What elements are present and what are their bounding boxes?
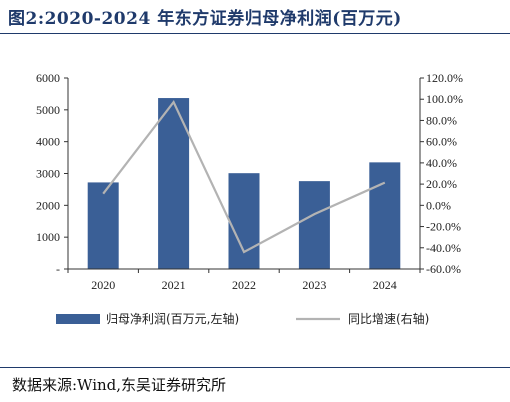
left-tick-label: 4000 (36, 135, 60, 149)
right-tick-label: 60.0% (426, 135, 457, 149)
x-tick-label: 2021 (162, 278, 186, 292)
left-tick-label: 5000 (36, 103, 60, 117)
left-tick-label: 2000 (36, 198, 60, 212)
right-tick-label: 80.0% (426, 113, 457, 127)
right-tick-label: -20.0% (426, 220, 461, 234)
x-tick-label: 2022 (232, 278, 256, 292)
left-tick-label: 6000 (36, 71, 60, 85)
right-tick-label: -40.0% (426, 241, 461, 255)
right-tick-label: 40.0% (426, 156, 457, 170)
x-tick-label: 2023 (302, 278, 326, 292)
left-tick-label: 1000 (36, 230, 60, 244)
right-tick-label: 0.0% (426, 198, 451, 212)
bar-2022 (228, 173, 260, 269)
right-tick-label: 120.0% (426, 71, 463, 85)
bar-series (87, 98, 401, 270)
bar-2023 (298, 181, 330, 269)
chart-title: 图2:2020-2024 年东方证券归母净利润(百万元) (8, 9, 402, 29)
legend-label-line: 同比增速(右轴) (348, 311, 429, 326)
right-tick-label: -60.0% (426, 262, 461, 276)
x-tick-label: 2024 (373, 278, 397, 292)
legend-swatch-bar (56, 314, 100, 324)
bar-2020 (87, 182, 119, 269)
left-tick-label: - (56, 262, 60, 276)
axes: - 1000 2000 3000 4000 5000 6000 -60.0% -40.0% -20… (36, 71, 463, 292)
title-divider (0, 33, 510, 34)
line-series (102, 99, 386, 254)
source-note: 数据来源:Wind,东吴证券研究所 (12, 376, 227, 394)
x-tick-label: 2020 (91, 278, 115, 292)
right-tick-label: 100.0% (426, 92, 463, 106)
legend-label-bar: 归母净利润(百万元,左轴) (106, 311, 239, 326)
bar-2024 (369, 162, 401, 269)
left-tick-label: 3000 (36, 167, 60, 181)
source-divider (0, 367, 510, 368)
chart: - 1000 2000 3000 4000 5000 6000 -60.0% -40.0% -20… (36, 71, 463, 326)
right-tick-label: 20.0% (426, 177, 457, 191)
legend: 归母净利润(百万元,左轴) 同比增速(右轴) (56, 311, 429, 326)
